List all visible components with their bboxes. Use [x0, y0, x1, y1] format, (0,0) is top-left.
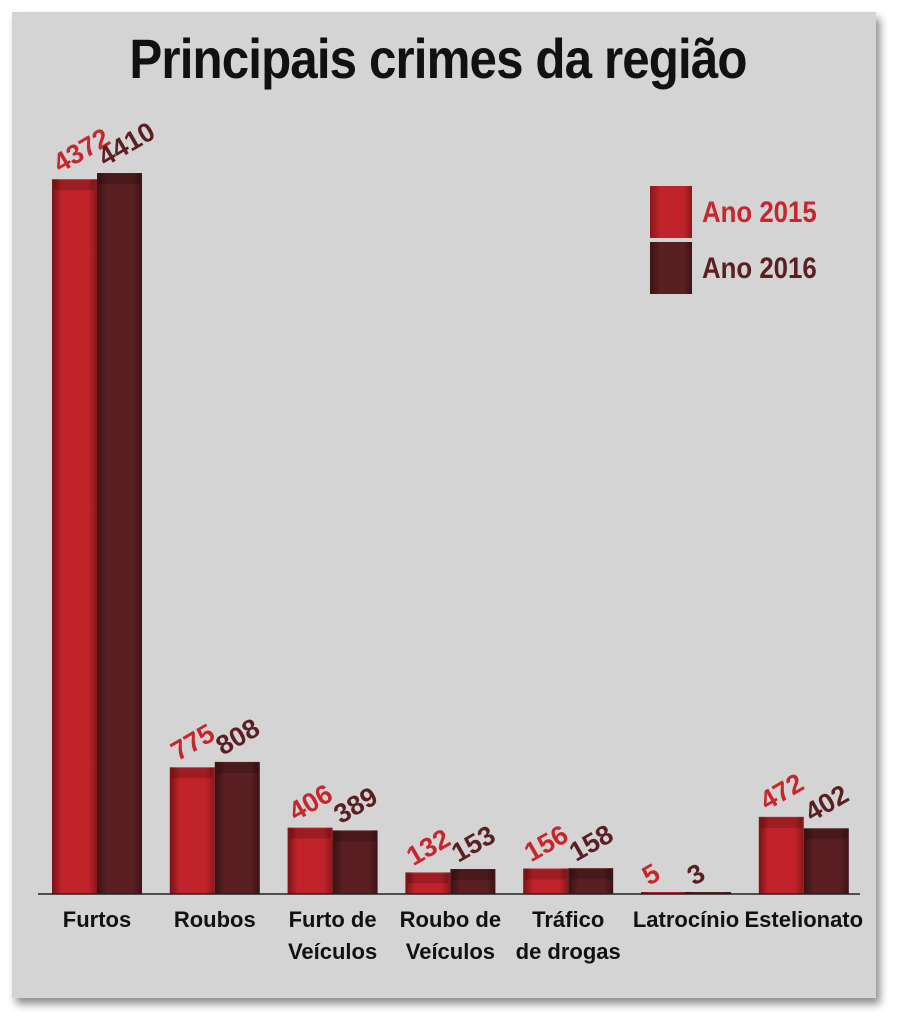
category-label-2-1: Veículos [288, 939, 377, 964]
bar-2015-2 [287, 827, 333, 894]
value-label-1-6: 402 [800, 779, 854, 828]
bar-2016-0 [97, 173, 142, 894]
category-label-2-0: Furto de [289, 907, 377, 932]
category-label-0-0: Furtos [63, 907, 131, 932]
category-label-3-1: Veículos [406, 939, 495, 964]
category-label-4-0: Tráfico [532, 907, 604, 932]
value-label-1-2: 389 [329, 781, 383, 830]
category-label-1-0: Roubos [174, 907, 256, 932]
value-label-0-6: 472 [755, 768, 809, 817]
bar-2016-6 [803, 828, 849, 894]
legend-label-2016: Ano 2016 [702, 252, 817, 285]
bar-top-shade-1-0 [99, 174, 140, 184]
category-label-4-1: de drogas [516, 939, 621, 964]
value-label-1-0: 4410 [93, 116, 160, 172]
value-label-1-5: 3 [682, 858, 710, 891]
bar-2015-4 [523, 868, 569, 894]
bar-top-shade-1-2 [334, 831, 376, 842]
bar-top-shade-0-1 [171, 768, 213, 779]
bar-top-shade-1-6 [805, 829, 847, 840]
value-label-0-1: 775 [166, 718, 220, 767]
chart-panel [12, 12, 876, 998]
category-label-5-0: Latrocínio [633, 907, 739, 932]
value-label-1-4: 158 [564, 819, 618, 868]
bar-top-shade-0-4 [525, 869, 567, 880]
chart-title: Principais crimes da região [129, 27, 747, 90]
bar-top-shade-0-2 [289, 828, 331, 839]
legend-swatch-2016 [650, 242, 692, 294]
bar-2015-5 [641, 892, 686, 894]
bar-2016-4 [568, 868, 614, 894]
bar-2016-3 [450, 868, 496, 894]
bar-2016-5 [686, 892, 731, 894]
value-label-0-3: 132 [401, 823, 455, 872]
bar-top-shade-0-0 [54, 180, 95, 191]
bar-2015-3 [405, 872, 451, 894]
bar-2015-0 [52, 179, 97, 894]
category-label-6-0: Estelionato [745, 907, 864, 932]
bar-top-shade-1-4 [570, 869, 612, 880]
bar-top-shade-1-3 [452, 869, 494, 880]
value-label-1-1: 808 [211, 713, 265, 762]
category-label-3-0: Roubo de [400, 907, 501, 932]
value-label-1-3: 153 [446, 820, 500, 869]
bar-2016-2 [332, 830, 378, 894]
bar-top-shade-0-3 [407, 873, 449, 884]
bar-top-shade-0-6 [760, 817, 802, 828]
legend-label-2015: Ano 2015 [702, 196, 817, 229]
bar-2015-1 [169, 767, 215, 894]
bar-2015-6 [758, 816, 804, 894]
bar-top-shade-1-1 [216, 762, 258, 773]
value-label-0-5: 5 [637, 858, 665, 891]
legend-swatch-2015 [650, 186, 692, 238]
bar-2016-1 [214, 761, 260, 894]
